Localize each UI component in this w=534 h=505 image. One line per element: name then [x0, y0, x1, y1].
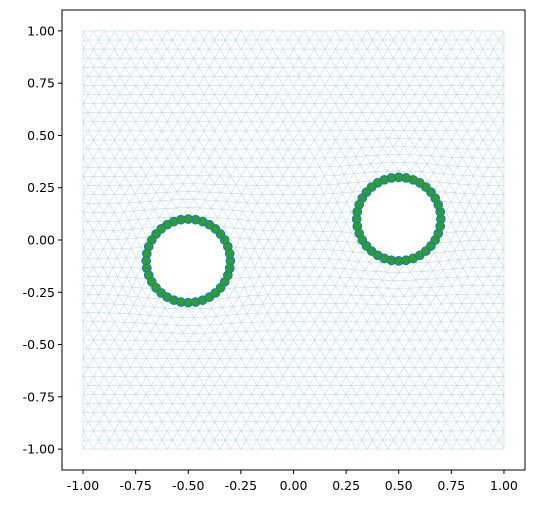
- x-axis: -1.00 -0.75 -0.50 -0.25 0.00 0.25 0.50 0.75 1.00: [67, 470, 518, 493]
- mesh-edges: [82, 30, 505, 450]
- triangular-mesh: [82, 30, 505, 450]
- x-tick-label: -0.75: [119, 478, 151, 493]
- hole-boundary-2: [351, 172, 446, 266]
- y-tick-label: 0.25: [27, 180, 55, 195]
- x-tick-label: 0.00: [280, 478, 308, 493]
- x-tick-label: 0.50: [385, 478, 413, 493]
- y-axis: 1.00 0.75 0.50 0.25 0.00 -0.25 -0.50 -0.75 -1.00: [23, 23, 62, 457]
- x-tick-label: 0.25: [332, 478, 360, 493]
- x-tick-label: 1.00: [490, 478, 518, 493]
- y-tick-label: -0.25: [23, 285, 55, 300]
- y-tick-label: 1.00: [27, 23, 55, 38]
- y-tick-label: -0.50: [23, 337, 55, 352]
- x-tick-label: -0.50: [172, 478, 204, 493]
- y-tick-label: -1.00: [23, 442, 55, 457]
- boundary-point: [224, 263, 235, 274]
- y-tick-label: 0.75: [27, 76, 55, 91]
- x-tick-label: -0.25: [225, 478, 257, 493]
- x-tick-label: -1.00: [67, 478, 99, 493]
- x-tick-label: 0.75: [437, 478, 465, 493]
- boundary-point: [435, 221, 446, 232]
- y-tick-label: -0.75: [23, 389, 55, 404]
- y-tick-label: 0.00: [27, 233, 55, 248]
- y-tick-label: 0.50: [27, 128, 55, 143]
- boundary-markers: [141, 172, 446, 308]
- hole-boundary-1: [141, 214, 236, 308]
